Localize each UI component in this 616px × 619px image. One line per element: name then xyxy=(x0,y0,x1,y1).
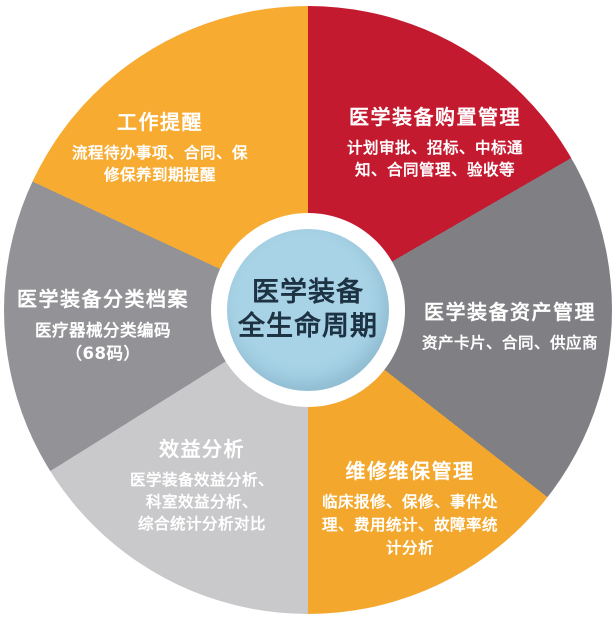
segment-subtitle: 医学装备效益分析、 科室效益分析、 综合统计分析对比 xyxy=(129,471,274,533)
center-title-line1: 医学装备 xyxy=(252,277,364,308)
segment-benefit: 效益分析 医学装备效益分析、 科室效益分析、 综合统计分析对比 xyxy=(95,433,309,535)
segment-title: 医学装备分类档案 xyxy=(17,287,189,311)
segment-subtitle: 资产卡片、合同、供应商 xyxy=(421,334,598,352)
segment-title: 医学装备购置管理 xyxy=(349,105,521,129)
segment-subtitle: 医疗器械分类编码 （68码） xyxy=(35,321,171,363)
segment-title: 工作提醒 xyxy=(117,110,203,134)
segment-procurement: 医学装备购置管理 计划审批、招标、中标通 知、合同管理、验收等 xyxy=(325,101,545,181)
center-title-line2: 全生命周期 xyxy=(238,311,378,342)
segment-archive: 医学装备分类档案 医疗器械分类编码 （68码） xyxy=(2,283,204,365)
segment-reminder: 工作提醒 流程待办事项、合同、保 修保养到期提醒 xyxy=(52,106,268,186)
segment-subtitle: 流程待办事项、合同、保 修保养到期提醒 xyxy=(71,144,248,184)
segment-maintenance: 维修维保管理 临床报修、保修、事件处 理、费用统计、故障率统 计分析 xyxy=(302,455,518,560)
segment-subtitle: 计划审批、招标、中标通 知、合同管理、验收等 xyxy=(346,139,523,179)
segment-title: 医学装备资产管理 xyxy=(424,300,596,324)
segment-title: 效益分析 xyxy=(159,437,245,461)
segment-asset: 医学装备资产管理 资产卡片、合同、供应商 xyxy=(404,296,616,354)
center-hub: 医学装备 全生命周期 xyxy=(227,229,389,391)
segment-subtitle: 临床报修、保修、事件处 理、费用统计、故障率统 计分析 xyxy=(321,493,498,557)
segment-title: 维修维保管理 xyxy=(345,459,475,483)
